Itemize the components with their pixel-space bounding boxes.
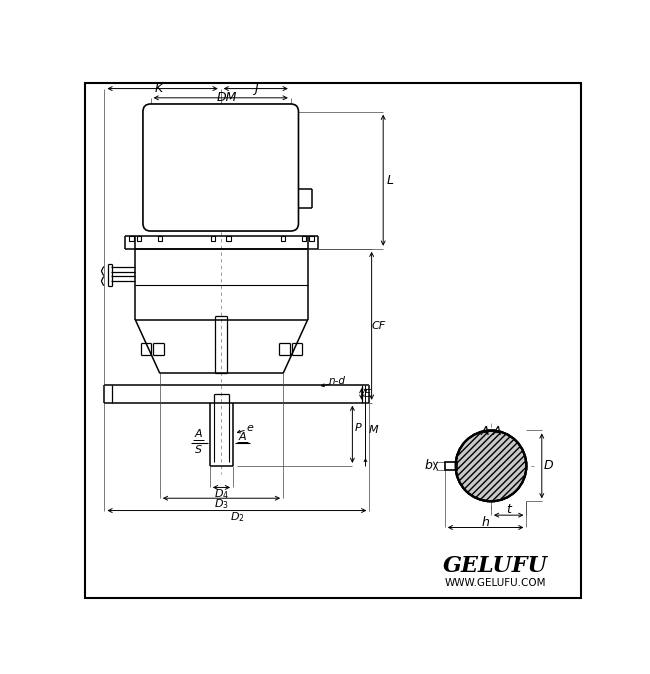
Text: WWW.GELUFU.COM: WWW.GELUFU.COM [445,578,546,588]
Text: n-d: n-d [328,376,346,386]
Text: M: M [369,425,378,435]
Text: h: h [482,516,489,528]
Text: b: b [424,460,432,472]
Text: A-A: A-A [480,425,502,437]
Bar [226,237,231,241]
Text: t: t [506,503,511,516]
Text: E: E [363,389,370,399]
Bar [129,237,134,241]
Circle shape [456,431,526,501]
Text: $D_2$: $D_2$ [229,510,244,524]
Text: $D_3$: $D_3$ [214,497,229,512]
Bar [157,237,162,241]
Text: GELUFU: GELUFU [443,555,548,577]
Text: L: L [387,174,394,187]
Bar [281,237,285,241]
Text: A: A [194,429,202,439]
Text: D: D [544,460,554,472]
Text: P: P [354,423,361,433]
Text: A: A [239,431,246,441]
Bar [445,462,457,470]
Text: CF: CF [372,321,385,331]
Text: S: S [195,446,202,456]
Bar [309,237,314,241]
Text: e: e [246,423,254,433]
Bar [211,237,215,241]
Text: K: K [155,82,163,95]
FancyBboxPatch shape [143,104,298,231]
Text: DM: DM [216,91,237,104]
Text: J: J [254,82,257,95]
Bar [136,237,142,241]
Text: $D_4$: $D_4$ [214,487,229,501]
Bar [302,237,306,241]
